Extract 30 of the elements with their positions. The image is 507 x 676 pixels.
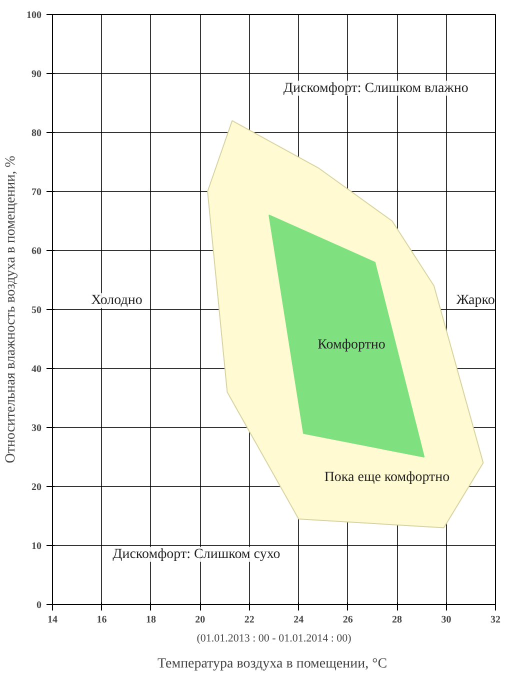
x-tick-label: 16 xyxy=(96,614,107,626)
annotation: Комфортно xyxy=(318,337,386,352)
y-tick-label: 60 xyxy=(32,246,42,257)
x-tick-label: 24 xyxy=(294,614,304,626)
y-tick-label: 10 xyxy=(32,541,42,552)
annotation: Жарко xyxy=(456,293,495,308)
text: (01.01.2013 : 00 - 01.01.2014 : 00) xyxy=(196,632,352,644)
annotation: Холодно xyxy=(91,293,142,308)
y-tick-label: 50 xyxy=(32,305,42,316)
x-axis-title: Температура воздуха в помещении, °C xyxy=(157,656,388,672)
x-tick-label: 26 xyxy=(342,614,353,626)
annotation: Дискомфорт: Слишком влажно xyxy=(283,80,468,96)
y-tick-label: 80 xyxy=(32,128,42,139)
y-tick-label: 0 xyxy=(36,600,42,611)
annotation: Дискомфорт: Слишком сухо xyxy=(112,546,280,562)
y-axis-title: Относительная влажность воздуха в помещении, % xyxy=(4,155,18,464)
y-tick-label: 40 xyxy=(32,364,42,375)
y-tick-label: 100 xyxy=(26,10,42,21)
x-tick-label: 14 xyxy=(48,614,58,626)
y-tick-label: 90 xyxy=(32,69,42,80)
x-tick-label: 18 xyxy=(146,614,156,626)
x-tick-label: 22 xyxy=(244,614,254,626)
x-tick-label: 20 xyxy=(195,614,206,626)
annotation: Пока еще комфортно xyxy=(324,470,450,486)
y-tick-label: 70 xyxy=(32,187,42,198)
x-tick-label: 30 xyxy=(441,614,452,626)
y-tick-label: 20 xyxy=(32,482,42,493)
y-tick-label: 30 xyxy=(32,423,42,434)
x-tick-label: 32 xyxy=(490,614,500,626)
x-tick-label: 28 xyxy=(392,614,402,626)
